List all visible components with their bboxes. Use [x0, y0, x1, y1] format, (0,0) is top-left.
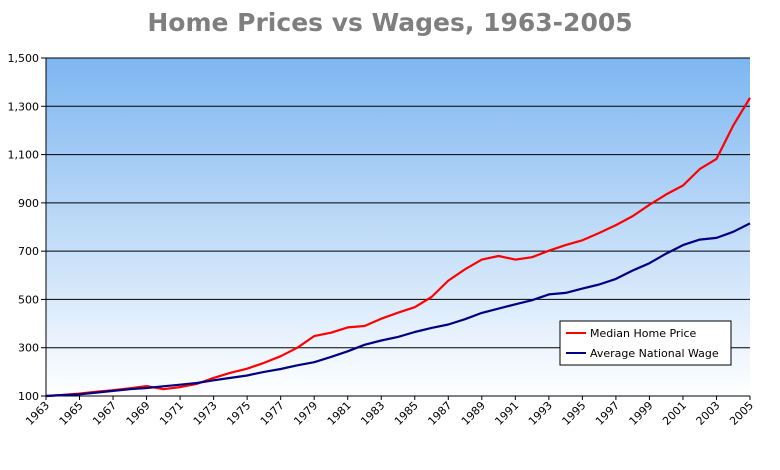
- y-tick-label: 1,100: [8, 149, 40, 162]
- x-tick-label: 1991: [492, 399, 521, 428]
- y-tick-label: 100: [18, 390, 39, 403]
- x-tick-label: 1973: [191, 399, 220, 428]
- x-tick-label: 1977: [258, 399, 287, 428]
- legend-box: [559, 320, 732, 366]
- x-tick-label: 2003: [694, 399, 723, 428]
- x-tick-label: 1997: [593, 399, 622, 428]
- y-tick-label: 1,500: [8, 52, 40, 65]
- x-tick-label: 1975: [224, 399, 253, 428]
- y-tick-label: 500: [18, 293, 39, 306]
- x-tick-label: 1999: [627, 399, 656, 428]
- x-tick-label: 1995: [560, 399, 589, 428]
- x-tick-label: 1965: [57, 399, 86, 428]
- legend-label: Average National Wage: [590, 347, 719, 360]
- y-tick-label: 900: [18, 197, 39, 210]
- y-tick-label: 1,300: [8, 100, 40, 113]
- median-home-price-line: [45, 97, 751, 398]
- x-tick-label: 1963: [23, 399, 52, 428]
- y-tick-label: 300: [18, 342, 39, 355]
- y-axis-ticks: 100 300 500 700 900 1,100 1,300 1,500: [8, 52, 46, 403]
- chart-title: Home Prices vs Wages, 1963-2005: [147, 8, 633, 37]
- x-axis-ticks: 1963 1965 1967 1969 1971 1973 1975 1977 1979 1981…: [23, 396, 756, 428]
- x-tick-label: 1971: [157, 399, 186, 428]
- y-tick-label: 700: [18, 245, 39, 258]
- x-tick-label: 2005: [727, 399, 756, 428]
- x-tick-label: 1985: [392, 399, 421, 428]
- x-tick-label: 1983: [358, 399, 387, 428]
- axes: [45, 58, 750, 397]
- average-national-wage-line: [45, 222, 751, 398]
- x-tick-label: 1969: [124, 399, 153, 428]
- series-lines: [45, 97, 751, 398]
- legend: Median Home Price Average National Wage: [559, 320, 732, 366]
- x-tick-label: 1967: [90, 399, 119, 428]
- x-tick-label: 1993: [526, 399, 555, 428]
- x-tick-label: 2001: [660, 399, 689, 428]
- x-tick-label: 1989: [459, 399, 488, 428]
- x-tick-label: 1981: [325, 399, 354, 428]
- x-tick-label: 1979: [291, 399, 320, 428]
- legend-label: Median Home Price: [590, 327, 697, 340]
- x-tick-label: 1987: [425, 399, 454, 428]
- gridlines: [46, 57, 750, 349]
